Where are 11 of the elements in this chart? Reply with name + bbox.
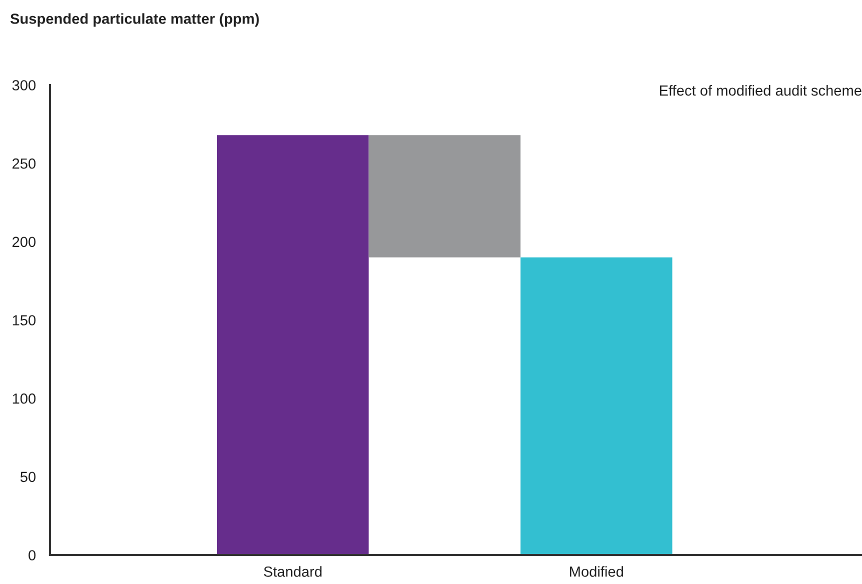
y-tick-label: 250 <box>12 158 36 169</box>
y-tick-label: 0 <box>28 550 36 560</box>
y-tick-label: 200 <box>12 236 36 248</box>
chart-title: Suspended particulate matter (ppm) <box>10 13 259 27</box>
annotation: Effect of modified audit scheme <box>660 85 862 96</box>
y-tick-label: 50 <box>20 472 36 482</box>
y-tick-label: 100 <box>12 393 36 404</box>
x-tick-label: Modified <box>570 566 624 577</box>
x-tick-label: Standard <box>264 566 322 577</box>
y-tick-label: 150 <box>12 315 36 326</box>
y-tick-label: 300 <box>12 80 36 90</box>
